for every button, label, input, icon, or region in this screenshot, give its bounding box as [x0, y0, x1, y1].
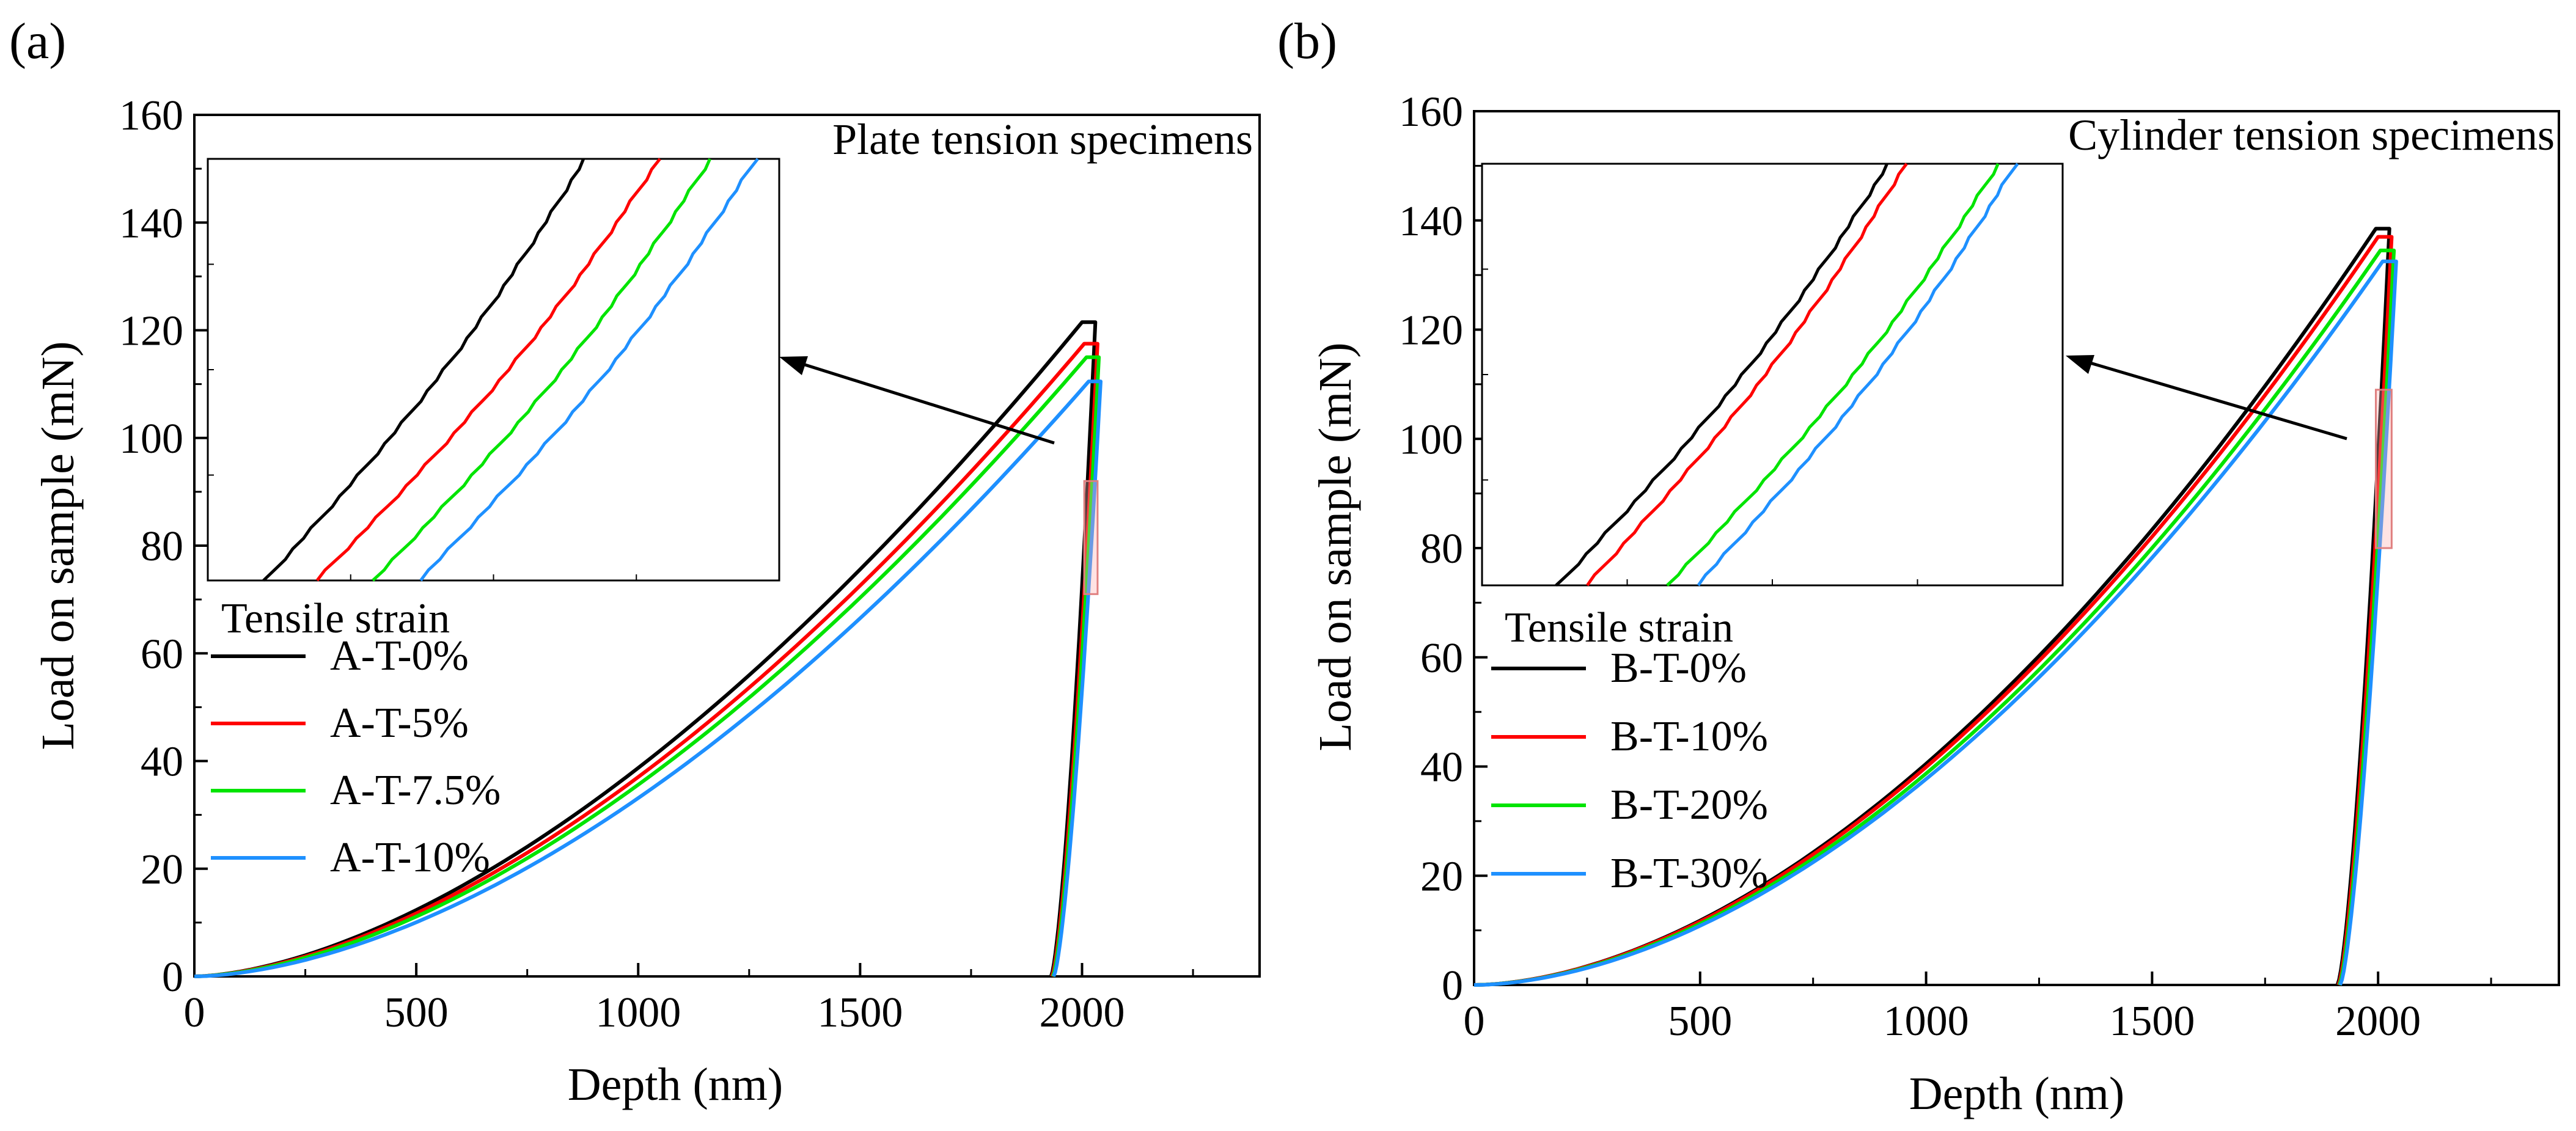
panel-b: (b) 0 500 1000 1500 2000 0 20 40 60 80 100 120 140 16…	[1277, 13, 2560, 1119]
x-tick-label: 500	[1668, 998, 1732, 1045]
zoom-arrow-head	[779, 356, 808, 375]
legend-label: B-T-20%	[1610, 781, 1768, 829]
x-tick-label: 1500	[2109, 998, 2195, 1045]
y-tick-label: 20	[141, 846, 183, 893]
x-tick-label: 1000	[595, 989, 681, 1036]
y-tick-label: 120	[119, 308, 183, 355]
x-tick-label: 0	[184, 989, 205, 1036]
x-tick-label: 500	[384, 989, 449, 1036]
inset-frame	[207, 158, 780, 582]
panel-title: Plate tension specimens	[832, 115, 1253, 164]
legend-label: A-T-0%	[330, 632, 469, 679]
y-tick-label: 0	[1442, 962, 1463, 1009]
series-line-b-t-10-	[1473, 235, 2394, 987]
legend: Tensile strain A-T-0% A-T-5% A-T-7.5% A-T-1…	[211, 595, 501, 881]
panel-label: (a)	[9, 13, 66, 70]
x-tick-label: 2000	[2335, 998, 2421, 1045]
legend-label: A-T-5%	[330, 700, 469, 747]
zoom-arrow	[2077, 357, 2347, 441]
panel-label: (b)	[1277, 13, 1337, 70]
x-tick-label: 1000	[1884, 998, 1969, 1045]
inset-line-a-t-7-5-	[372, 158, 711, 582]
x-tick-label: 2000	[1040, 989, 1125, 1036]
series-line-a-t-0-	[194, 320, 1098, 978]
y-axis-title: Load on sample (mN)	[32, 341, 84, 750]
y-tick-label: 80	[141, 523, 183, 570]
axis-ticks: 0 500 1000 1500 2000 0 20 40 60 80 100 120 140 160	[1399, 89, 2492, 1045]
legend-label: B-T-30%	[1610, 850, 1768, 897]
y-tick-label: 160	[1399, 89, 1463, 136]
y-tick-label: 40	[1420, 744, 1463, 791]
zoom-arrow-head	[2066, 355, 2094, 374]
legend-label: B-T-0%	[1610, 645, 1747, 692]
inset-line-a-t-5-	[315, 158, 661, 582]
panel-title: Cylinder tension specimens	[2068, 111, 2555, 159]
y-tick-label: 40	[141, 739, 183, 786]
series-line-b-t-30-	[1473, 259, 2398, 987]
series-line-a-t-7-5-	[194, 355, 1101, 978]
legend: Tensile strain B-T-0% B-T-10% B-T-20% B-T-3…	[1491, 604, 1768, 897]
y-tick-label: 100	[119, 415, 183, 463]
legend-label: B-T-10%	[1610, 713, 1768, 760]
zoom-inset	[207, 158, 780, 582]
legend-label: A-T-10%	[330, 834, 490, 881]
inset-line-b-t-0-	[1555, 163, 1888, 587]
y-tick-label: 80	[1420, 525, 1463, 573]
inset-line-a-t-0-	[262, 158, 585, 582]
zoom-arrow	[791, 359, 1055, 445]
series-line-a-t-10-	[194, 379, 1103, 978]
legend-label: A-T-7.5%	[330, 767, 501, 814]
y-tick-label: 0	[162, 954, 183, 1001]
y-tick-label: 20	[1420, 853, 1463, 900]
zoom-inset	[1481, 163, 2064, 587]
y-tick-label: 100	[1399, 416, 1463, 463]
x-tick-label: 0	[1464, 998, 1485, 1045]
legend-title: Tensile strain	[1505, 604, 1733, 651]
axis-ticks: 0 500 1000 1500 2000 0 20 40 60 80 100 120 140 160	[119, 92, 1194, 1036]
x-axis-title: Depth (nm)	[1909, 1068, 2124, 1119]
y-tick-label: 140	[1399, 198, 1463, 245]
inset-line-b-t-30-	[1697, 163, 2019, 587]
zoom-region-box	[2374, 389, 2393, 549]
y-tick-label: 160	[119, 92, 183, 139]
inset-line-b-t-20-	[1666, 163, 2000, 587]
y-tick-label: 60	[141, 631, 183, 678]
y-tick-label: 140	[119, 200, 183, 247]
y-tick-label: 120	[1399, 307, 1463, 354]
inset-frame	[1481, 163, 2064, 587]
y-axis-title: Load on sample (mN)	[1310, 342, 1361, 751]
x-axis-title: Depth (nm)	[568, 1059, 783, 1110]
inset-line-a-t-10-	[419, 158, 759, 582]
y-tick-label: 60	[1420, 635, 1463, 682]
panel-a: (a) 0 500 1000 1500 2000 0 20 40 60 80 100 120 140 16…	[9, 13, 1261, 1110]
inset-line-b-t-10-	[1586, 163, 1908, 587]
x-tick-label: 1500	[817, 989, 903, 1036]
zoom-region-box	[1083, 480, 1099, 595]
legend-title: Tensile strain	[221, 595, 450, 642]
series-lines	[194, 320, 1103, 978]
series-lines	[1473, 227, 2398, 987]
